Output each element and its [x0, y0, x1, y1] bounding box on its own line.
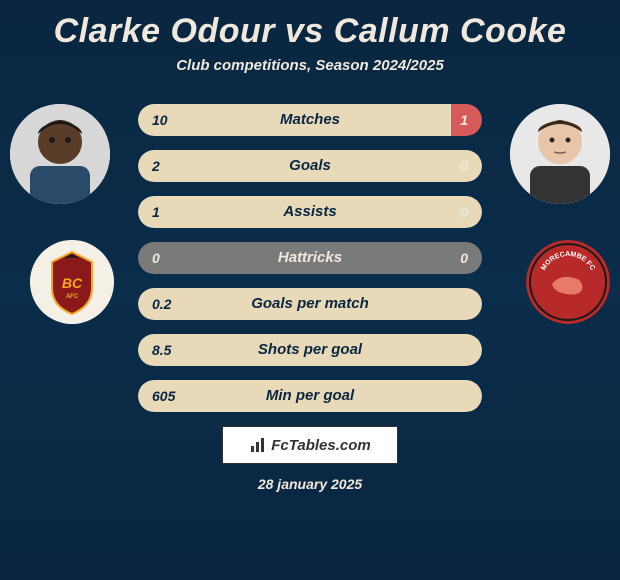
- stat-row: Shots per goal8.5: [138, 334, 482, 366]
- avatar-right-icon: [510, 104, 610, 204]
- svg-text:AFC: AFC: [66, 294, 79, 300]
- stat-row: Matches10 1: [138, 104, 482, 136]
- footer-logo-text: FcTables.com: [271, 437, 370, 454]
- stat-value-right: 0: [460, 196, 468, 228]
- stat-value-left: 0: [152, 242, 160, 274]
- club-left-badge: BC AFC: [30, 240, 114, 324]
- subtitle: Club competitions, Season 2024/2025: [0, 57, 620, 74]
- stat-label: Goals: [138, 150, 482, 182]
- badge-right-icon: MORECAMBE FC: [526, 240, 610, 324]
- stat-row: Min per goal605: [138, 380, 482, 412]
- svg-text:BC: BC: [62, 275, 83, 291]
- stat-value-left: 1: [152, 196, 160, 228]
- stat-value-left: 2: [152, 150, 160, 182]
- footer-date: 28 january 2025: [0, 476, 620, 492]
- stat-row: Hattricks0 0: [138, 242, 482, 274]
- stat-label: Assists: [138, 196, 482, 228]
- stat-value-right: 0: [460, 150, 468, 182]
- stat-label: Matches: [138, 104, 482, 136]
- stat-row: Assists1 0: [138, 196, 482, 228]
- stat-row: Goals per match0.2: [138, 288, 482, 320]
- stat-label: Shots per goal: [138, 334, 482, 366]
- stat-label: Min per goal: [138, 380, 482, 412]
- club-right-badge: MORECAMBE FC: [526, 240, 610, 324]
- avatar-left-icon: [10, 104, 110, 204]
- stat-value-left: 605: [152, 380, 175, 412]
- player-left-avatar: [10, 104, 110, 204]
- player-right-avatar: [510, 104, 610, 204]
- stat-label: Hattricks: [138, 242, 482, 274]
- footer-logo: FcTables.com: [222, 426, 398, 464]
- stat-label: Goals per match: [138, 288, 482, 320]
- stat-value-left: 0.2: [152, 288, 171, 320]
- stat-value-left: 10: [152, 104, 168, 136]
- badge-left-icon: BC AFC: [30, 240, 114, 324]
- stat-row: Goals2 0: [138, 150, 482, 182]
- stat-bars: Matches101Goals20Assists10Hattricks00Goa…: [138, 104, 482, 412]
- stat-value-right: 0: [460, 242, 468, 274]
- page-title: Clarke Odour vs Callum Cooke: [0, 0, 620, 51]
- stat-value-left: 8.5: [152, 334, 171, 366]
- comparison-container: BC AFC MORECAMBE FC Matches101Goals20Ass…: [0, 104, 620, 412]
- stat-value-right: 1: [460, 104, 468, 136]
- chart-icon: [249, 436, 267, 454]
